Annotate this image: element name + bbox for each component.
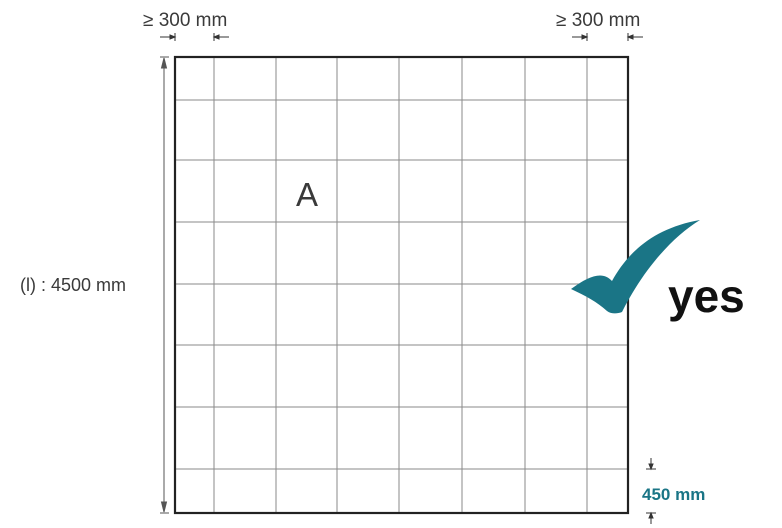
grid (175, 57, 628, 513)
bottom-dimension-marks (646, 458, 656, 524)
area-frame (173, 55, 630, 515)
top-right-dimension-label: ≥ 300 mm (556, 10, 640, 31)
height-dimension-line (160, 56, 169, 514)
checkmark-icon (571, 220, 700, 314)
verdict-label: yes (668, 270, 745, 322)
height-label-bg (12, 272, 156, 298)
bottom-dimension-label: 450 mm (642, 485, 705, 504)
top-left-dimension-marks (160, 33, 229, 41)
area-label: A (296, 176, 318, 213)
top-left-dimension-label: ≥ 300 mm (143, 10, 227, 31)
height-dimension-label: (l) : 4500 mm (20, 275, 126, 295)
top-right-dimension-marks (572, 33, 643, 41)
